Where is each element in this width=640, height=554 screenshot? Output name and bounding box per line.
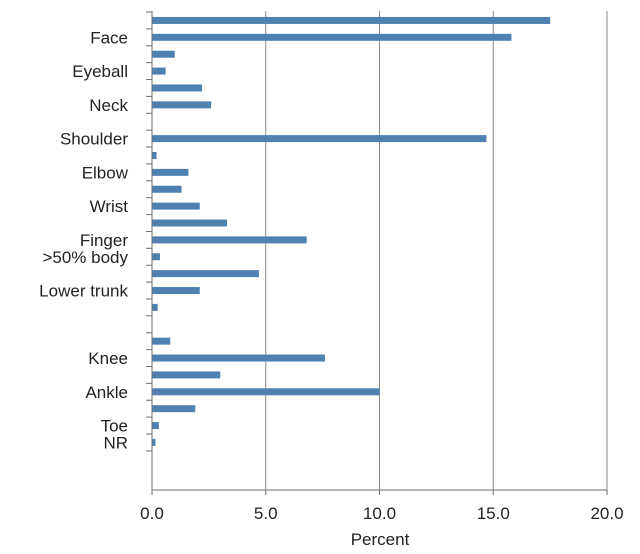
bar	[152, 354, 325, 362]
bar	[152, 236, 307, 244]
category-label: Finger	[80, 231, 129, 250]
bar	[152, 388, 380, 396]
axes	[146, 11, 608, 495]
bar	[152, 16, 551, 24]
bar	[152, 422, 159, 430]
bar	[152, 270, 259, 278]
category-label: Neck	[89, 96, 128, 115]
category-label: Eyeball	[72, 62, 128, 81]
category-label: NR	[103, 433, 128, 452]
bar	[152, 33, 512, 41]
bar	[152, 151, 157, 159]
x-tick-labels: 0.0 5.0 10.0 15.0 20.0	[140, 504, 623, 523]
category-label: >50% body	[42, 248, 128, 267]
bar	[152, 67, 166, 75]
x-tick-label: 10.0	[363, 504, 396, 523]
bar	[152, 202, 200, 210]
bar	[152, 438, 156, 446]
x-tick-label: 20.0	[590, 504, 623, 523]
bar	[152, 84, 203, 92]
bar	[152, 50, 175, 58]
bar	[152, 337, 171, 345]
bar	[152, 405, 196, 413]
gridlines	[265, 11, 608, 490]
category-label: Lower trunk	[39, 282, 128, 301]
bar	[152, 135, 487, 143]
category-labels: Face Eyeball Neck Shoulder Elbow Wrist Finger>…	[39, 28, 129, 452]
bar	[152, 303, 158, 311]
category-label: Knee	[88, 349, 128, 368]
category-label: Shoulder	[60, 130, 128, 149]
bar	[152, 101, 212, 109]
x-tick-label: 0.0	[140, 504, 164, 523]
bar	[152, 185, 182, 193]
bar-group	[152, 16, 551, 446]
x-axis-title: Percent	[351, 530, 410, 549]
category-label: Face	[90, 28, 128, 47]
category-label: Elbow	[82, 163, 129, 182]
category-label: Toe	[101, 417, 128, 436]
bar	[152, 253, 160, 261]
category-label: Ankle	[85, 383, 128, 402]
bar	[152, 219, 228, 227]
bar	[152, 168, 189, 176]
x-tick-label: 15.0	[477, 504, 510, 523]
bar	[152, 287, 200, 295]
category-label: Wrist	[90, 197, 129, 216]
bar	[152, 371, 221, 379]
x-tick-label: 5.0	[254, 504, 278, 523]
